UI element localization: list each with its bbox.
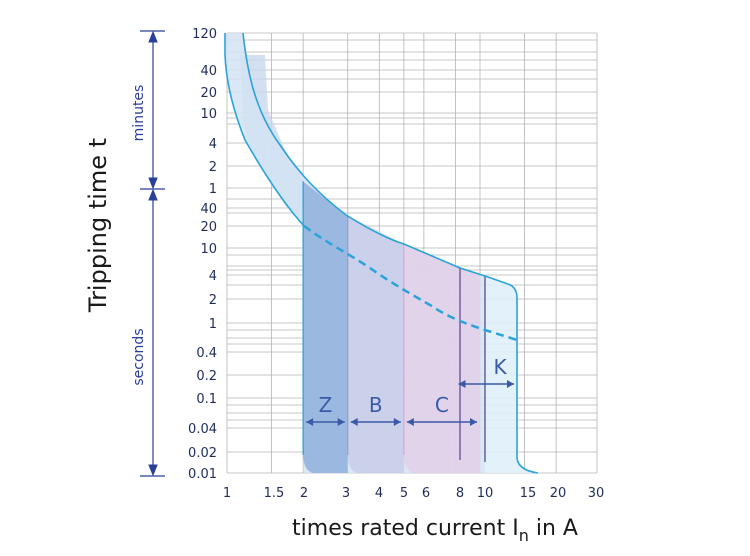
band-B — [347, 215, 404, 473]
x-tick-label: 5 — [400, 486, 408, 501]
seconds-label: seconds — [131, 328, 147, 385]
x-tick-label: 20 — [550, 486, 567, 501]
upper-curve — [242, 32, 539, 474]
band-label-Z: Z — [319, 393, 333, 417]
band-C — [403, 243, 480, 473]
x-tick-label: 3 — [342, 486, 350, 501]
y-tick-label: 1 — [209, 317, 217, 332]
y-tick-label: 1 — [209, 182, 217, 197]
y-tick-label: 0.4 — [196, 346, 217, 361]
y-axis: 120 40 20 10 4 2 1 40 20 10 4 2 1 0.4 0.2 0.1 0.04 0.02 0.… — [188, 27, 217, 482]
bands — [302, 181, 538, 474]
band-label-C: C — [435, 393, 449, 417]
y-tick-label: 20 — [200, 220, 217, 235]
y-tick-label: 0.02 — [188, 446, 217, 461]
y-tick-label: 0.04 — [188, 422, 217, 437]
y-tick-label: 2 — [209, 293, 217, 308]
x-axis-title: times rated current In in A — [292, 516, 578, 545]
time-range-brackets — [140, 30, 165, 477]
x-axis: 1 1.5 2 3 4 5 6 8 10 15 20 30 — [223, 486, 604, 501]
x-tick-label: 8 — [456, 486, 464, 501]
y-tick-label: 10 — [200, 107, 217, 122]
x-tick-label: 15 — [520, 486, 537, 501]
band-label-K: K — [493, 355, 507, 379]
x-tick-label: 1 — [223, 486, 231, 501]
minutes-label: minutes — [131, 85, 147, 142]
y-tick-label: 40 — [200, 202, 217, 217]
band-arrows: Z B C K — [306, 355, 514, 426]
x-tick-label: 4 — [375, 486, 383, 501]
y-tick-label: 0.01 — [188, 467, 217, 482]
y-tick-label: 120 — [192, 27, 217, 42]
x-tick-label: 30 — [588, 486, 605, 501]
y-tick-label: 20 — [200, 86, 217, 101]
lower-curve — [224, 33, 305, 227]
y-tick-label: 10 — [200, 242, 217, 257]
x-tick-label: 6 — [422, 486, 430, 501]
y-tick-label: 4 — [209, 269, 217, 284]
y-tick-label: 2 — [209, 160, 217, 175]
dashed-curve — [303, 224, 518, 342]
band-label-B: B — [369, 393, 383, 417]
y-axis-title: Tripping time t — [84, 138, 112, 313]
x-tick-label: 2 — [300, 486, 308, 501]
y-tick-label: 40 — [200, 64, 217, 79]
y-tick-label: 0.1 — [196, 392, 217, 407]
y-tick-label: 0.2 — [196, 369, 217, 384]
y-tick-label: 4 — [209, 137, 217, 152]
band-Z — [303, 181, 348, 474]
x-tick-label: 1.5 — [264, 486, 285, 501]
band-K — [485, 276, 538, 473]
x-tick-label: 10 — [477, 486, 494, 501]
